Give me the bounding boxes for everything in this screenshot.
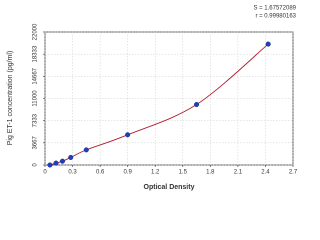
data-point [59,158,65,164]
x-tick-label: 1.5 [179,170,188,176]
y-tick-label: 0 [33,163,39,167]
x-tick-label: 2.1 [234,170,243,176]
x-tick-label: 0.9 [123,170,132,176]
x-tick-label: 0 [43,170,47,176]
data-point [194,102,200,108]
x-tick-label: 1.2 [151,170,160,176]
x-tick-label: 2.7 [289,170,298,176]
x-tick-label: 0.6 [96,170,105,176]
x-axis-label: Optical Density [144,184,195,191]
x-tick-label: 1.8 [206,170,215,176]
data-point [47,162,53,168]
chart: S = 1.67572089 r = 0.99980163 Optical De… [7,6,298,191]
data-point [53,160,59,166]
y-tick-label: 22000 [33,23,39,40]
fit-r: r = 0.99980163 [255,14,296,20]
y-axis-label: Pig ET-1 concentration (pg/ml) [7,51,14,146]
y-tick-label: 14667 [33,67,39,84]
fit-s: S = 1.67572089 [253,6,296,12]
data-point [125,132,131,138]
y-tick-label: 7333 [33,113,39,127]
data-point [68,154,74,160]
x-tick-label: 0.3 [68,170,77,176]
x-tick-label: 2.4 [261,170,270,176]
data-point [265,41,271,47]
y-tick-label: 11000 [33,90,39,107]
y-tick-label: 3667 [33,136,39,150]
data-point [83,147,89,153]
y-tick-label: 18333 [33,45,39,62]
